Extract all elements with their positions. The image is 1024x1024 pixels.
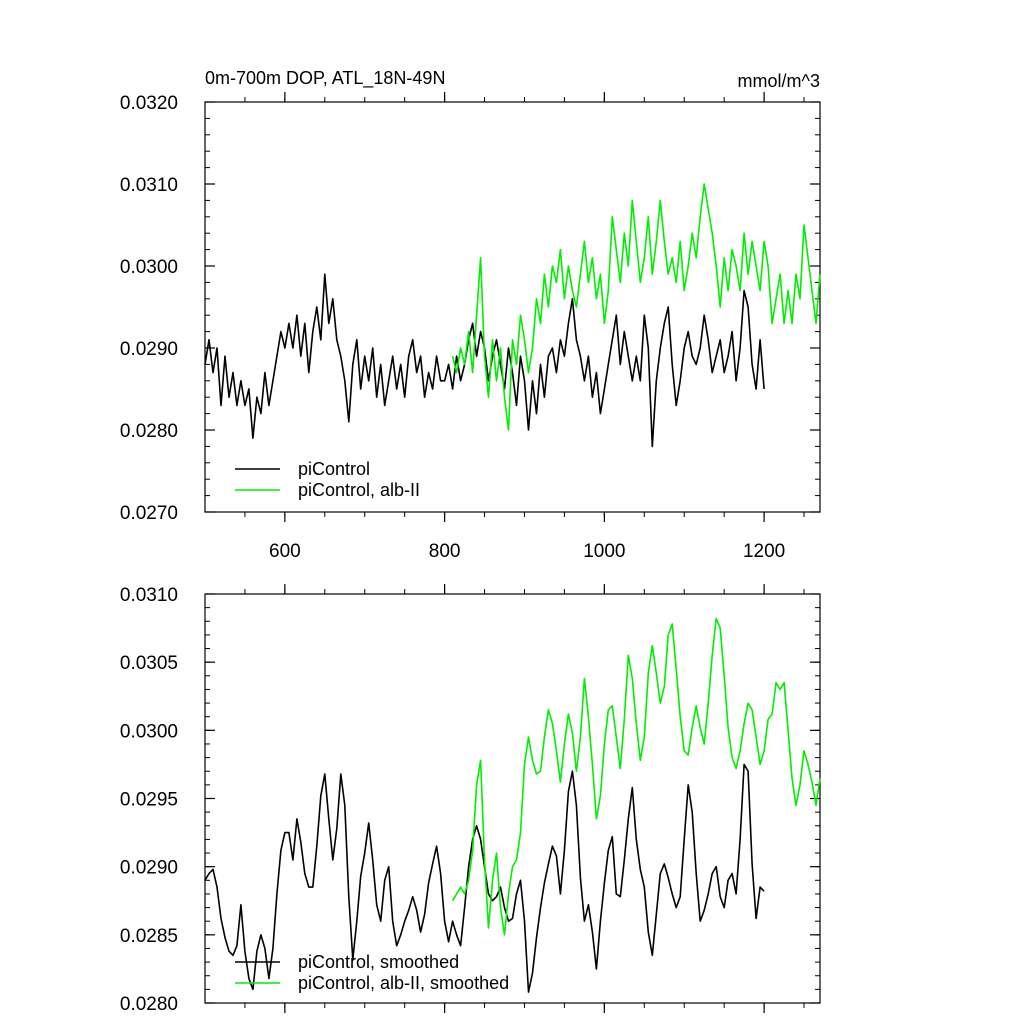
plot-frame <box>204 101 821 513</box>
legend-label: piControl, smoothed <box>298 952 459 972</box>
legend-label: piControl, alb-II <box>298 480 420 500</box>
top-panel: 0.0270 0.0280 0.0290 0.0300 0.0310 0.0320 600 8… <box>120 92 821 562</box>
legend-label: piControl <box>298 459 370 479</box>
y-tick-label: 0.0285 <box>120 926 178 947</box>
y-tick-label: 0.0290 <box>120 339 178 360</box>
legend-label: piControl, alb-II, smoothed <box>298 973 509 993</box>
y-tick-label: 0.0270 <box>120 503 178 524</box>
y-tick-label: 0.0280 <box>120 421 178 442</box>
x-tick-label: 600 <box>269 541 301 562</box>
bottom-panel: 0.0280 0.0285 0.0290 0.0295 0.0300 0.0305 0.03… <box>120 584 821 1015</box>
figure-title: 0m-700m DOP, ATL_18N-49N <box>205 68 445 89</box>
y-tick-label: 0.0310 <box>120 585 178 606</box>
series-line-2 <box>451 183 821 431</box>
y-tick-label: 0.0300 <box>120 721 178 742</box>
series-line-2 <box>451 617 821 936</box>
y-tick-label: 0.0320 <box>120 93 178 114</box>
y-tick-label: 0.0305 <box>120 653 178 674</box>
y-tick-label: 0.0280 <box>120 994 178 1015</box>
x-tick-label: 1000 <box>583 541 625 562</box>
y-tick-label: 0.0310 <box>120 175 178 196</box>
y-tick-label: 0.0300 <box>120 257 178 278</box>
x-tick-label: 1200 <box>743 541 785 562</box>
x-tick-label: 800 <box>429 541 461 562</box>
y-tick-label: 0.0290 <box>120 858 178 879</box>
y-tick-label: 0.0295 <box>120 790 178 811</box>
units-label: mmol/m^3 <box>738 71 820 91</box>
